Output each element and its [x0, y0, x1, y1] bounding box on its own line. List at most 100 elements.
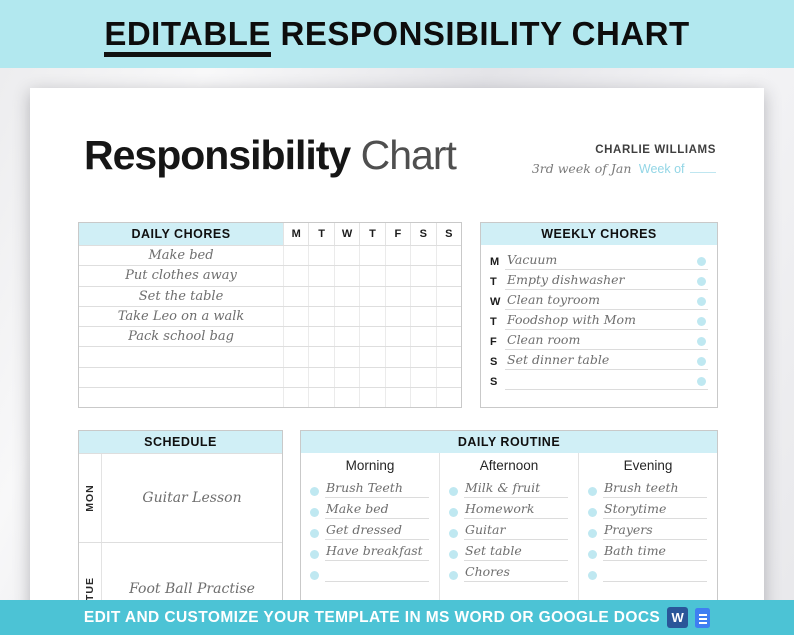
day-letters-row: M T W T F S S — [283, 223, 461, 245]
weekly-chore-row: W Clean toyroom — [490, 290, 708, 310]
routine-column-afternoon: Afternoon Milk & fruit Homework Guitar S… — [439, 453, 578, 634]
check-circle-icon — [310, 487, 319, 496]
daily-routine-columns: Morning Brush Teeth Make bed Get dressed… — [301, 453, 717, 634]
day-letter: T — [359, 223, 384, 245]
chore-row — [79, 366, 461, 387]
routine-column-title: Evening — [623, 457, 673, 473]
chore-grid-cell — [410, 327, 435, 347]
check-circle-icon — [697, 257, 706, 266]
chore-name — [79, 368, 283, 387]
chore-grid-cell — [283, 306, 308, 326]
chore-grid-cell — [308, 286, 333, 306]
check-circle-icon — [588, 487, 597, 496]
weekly-chore-line: Foodshop with Mom — [505, 312, 708, 330]
chore-grid-cell — [308, 387, 333, 407]
week-of-blank-line — [690, 172, 716, 173]
check-circle-icon — [310, 571, 319, 580]
weekly-chore-line — [505, 377, 708, 390]
google-docs-icon-lines — [698, 613, 707, 616]
chore-grid-cell — [308, 327, 333, 347]
routine-item-text: Bath time — [603, 543, 707, 561]
top-banner-title-rest: RESPONSIBILITY CHART — [270, 15, 690, 52]
routine-item-text — [603, 579, 707, 582]
check-circle-icon — [697, 277, 706, 286]
chore-row — [79, 386, 461, 407]
chore-grid-cell — [359, 266, 384, 286]
weekly-chores-title: WEEKLY CHORES — [481, 223, 717, 245]
daily-chores-header-row: DAILY CHORES M T W T F S S — [79, 223, 461, 245]
routine-item: Get dressed — [301, 519, 439, 540]
routine-item-text — [325, 579, 429, 582]
chore-grid-cell — [410, 306, 435, 326]
chore-grid-cell — [333, 327, 359, 347]
routine-item: Set table — [440, 540, 578, 561]
check-circle-icon — [588, 508, 597, 517]
routine-item: Make bed — [301, 498, 439, 519]
schedule-day-text: TUE — [84, 576, 96, 601]
chore-grid-cell — [283, 286, 308, 306]
routine-item: Brush teeth — [579, 477, 717, 498]
weekly-chore-row: S Set dinner table — [490, 350, 708, 370]
chore-grid-cell — [333, 387, 359, 407]
schedule-title: SCHEDULE — [79, 431, 282, 453]
weekly-chores-rows: M Vacuum T Empty dishwasher W Clean toyr… — [481, 245, 717, 390]
check-circle-icon — [697, 317, 706, 326]
check-circle-icon — [449, 508, 458, 517]
routine-item-text: Guitar — [464, 522, 568, 540]
chore-grid-cell — [359, 306, 384, 326]
chore-grid-cell — [410, 387, 435, 407]
routine-item: Prayers — [579, 519, 717, 540]
chore-grid-cell — [435, 266, 461, 286]
schedule-activity: Guitar Lesson — [142, 490, 242, 506]
weekly-chore-task: Empty dishwasher — [507, 272, 625, 287]
schedule-row: MON Guitar Lesson — [79, 453, 282, 542]
weekly-chore-row: M Vacuum — [490, 250, 708, 270]
page-title-light: Chart — [350, 132, 457, 178]
day-letter: T — [490, 276, 497, 288]
chore-name — [79, 347, 283, 366]
bottom-banner-text: EDIT AND CUSTOMIZE YOUR TEMPLATE IN MS W… — [83, 608, 661, 626]
chore-grid-cell — [384, 367, 410, 387]
daily-chores-section: DAILY CHORES M T W T F S S Make bed Put … — [78, 222, 462, 408]
schedule-row: TUE Foot Ball Practise — [79, 542, 282, 634]
daily-chores-title: DAILY CHORES — [79, 223, 283, 245]
check-circle-icon — [310, 508, 319, 517]
day-letter: W — [333, 223, 359, 245]
chore-grid-cell — [308, 367, 333, 387]
chore-grid-cell — [333, 367, 359, 387]
chore-name: Set the table — [138, 288, 224, 304]
chore-grid-cell — [410, 367, 435, 387]
weekly-chore-task — [505, 387, 507, 389]
chore-row: Take Leo on a walk — [79, 305, 461, 326]
top-banner-title-underlined: EDITABLE — [104, 15, 271, 57]
routine-item-text: Homework — [464, 501, 568, 519]
chore-grid-cell — [384, 246, 410, 266]
weekly-chore-line: Vacuum — [505, 252, 708, 270]
check-circle-icon — [449, 550, 458, 559]
routine-item: Chores — [440, 561, 578, 582]
chore-grid-cell — [359, 387, 384, 407]
routine-item-text: Have breakfast — [325, 543, 429, 561]
check-circle-icon — [588, 550, 597, 559]
weekly-chore-task: Vacuum — [507, 252, 558, 267]
chore-grid-cell — [308, 266, 333, 286]
daily-routine-title: DAILY ROUTINE — [301, 431, 717, 453]
chore-name: Pack school bag — [128, 329, 234, 345]
chore-grid-cell — [384, 387, 410, 407]
day-letter: F — [490, 336, 497, 348]
day-letter: T — [490, 316, 497, 328]
routine-item: Have breakfast — [301, 540, 439, 561]
chore-grid-cell — [283, 246, 308, 266]
routine-column-title: Afternoon — [479, 457, 539, 473]
routine-column-title: Morning — [345, 457, 395, 473]
weekly-chore-row: S — [490, 370, 708, 390]
check-circle-icon — [310, 550, 319, 559]
weekly-chore-line: Set dinner table — [505, 352, 708, 370]
chore-row: Pack school bag — [79, 326, 461, 347]
chore-grid-cell — [435, 347, 461, 367]
routine-item-text: Prayers — [603, 522, 707, 540]
chore-row: Set the table — [79, 285, 461, 306]
weekly-chore-line: Clean toyroom — [505, 292, 708, 310]
day-letter: M — [490, 256, 500, 268]
day-letter: F — [384, 223, 410, 245]
